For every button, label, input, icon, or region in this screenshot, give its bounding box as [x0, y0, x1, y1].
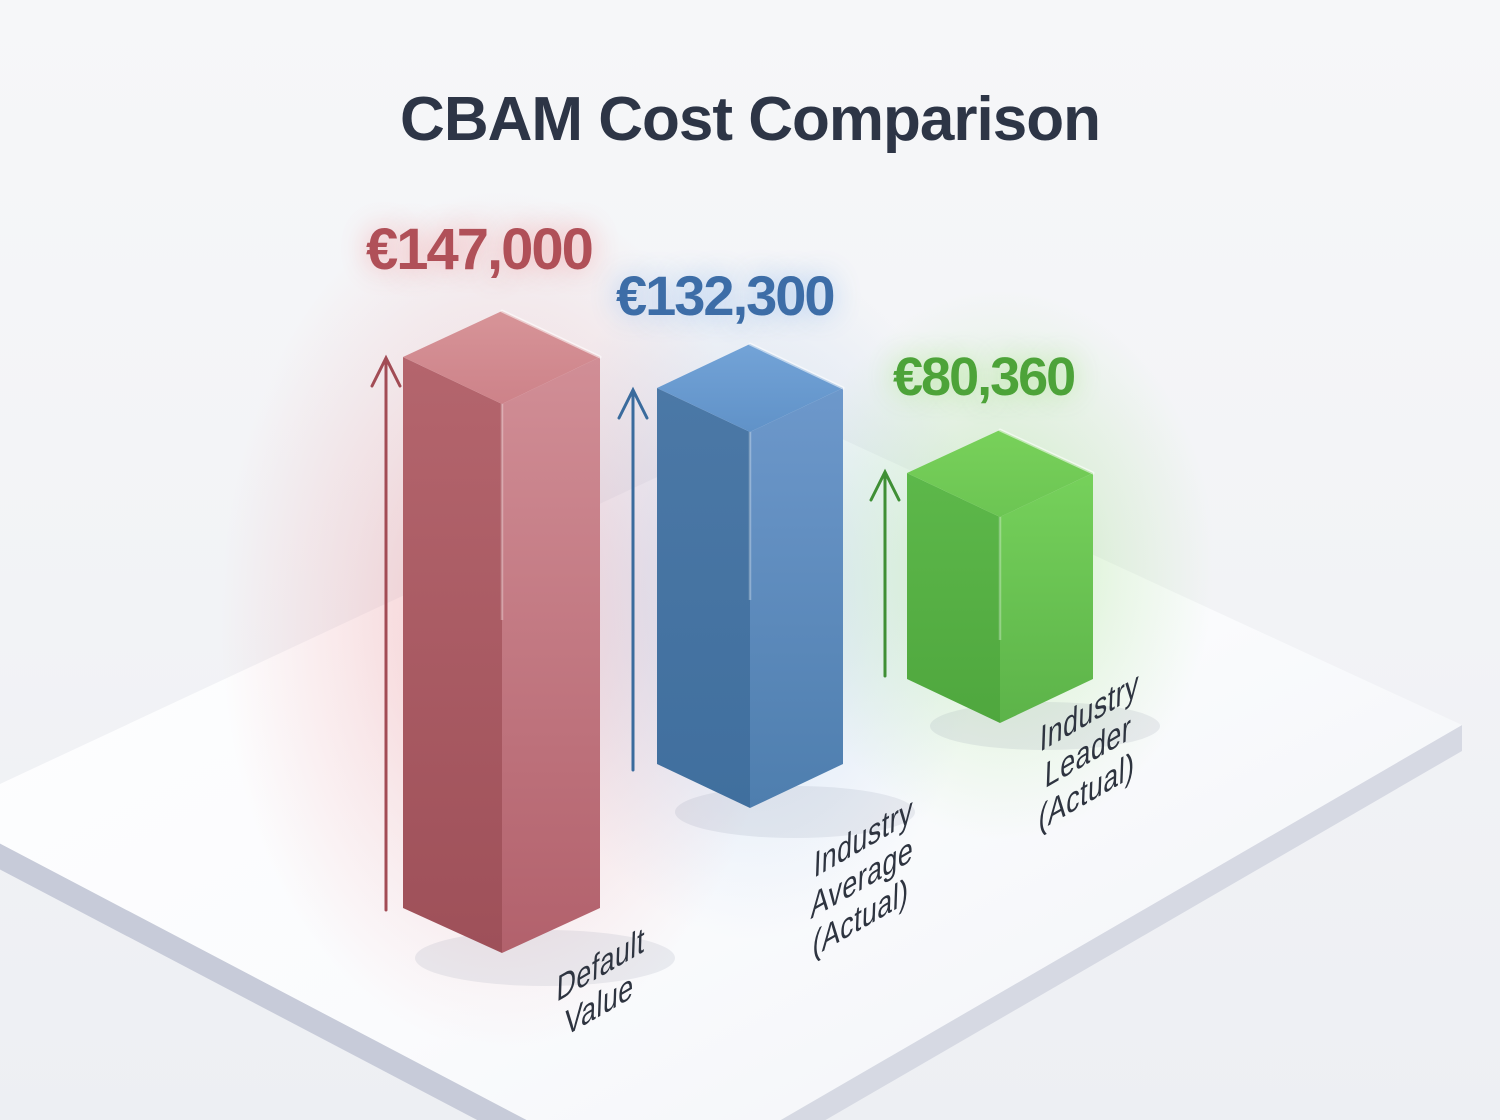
bar-industry-average — [657, 342, 845, 808]
bar-industry-leader — [907, 428, 1095, 723]
bar-industry-average-left-face — [657, 388, 750, 808]
value-label-industry-leader: €80,360 — [893, 347, 1076, 407]
bar-default-value-left-face — [403, 357, 502, 953]
growth-arrow-industry-average — [617, 386, 649, 772]
value-label-default-value: €147,000 — [366, 217, 594, 282]
bar-default-value — [403, 309, 602, 953]
value-label-industry-average: €132,300 — [616, 264, 836, 327]
growth-arrow-industry-leader — [869, 468, 901, 678]
bar-industry-average-right-face — [750, 388, 843, 808]
growth-arrow-default-value — [370, 354, 402, 912]
bar-default-value-right-face — [502, 357, 600, 953]
bar-shadow-default-value — [415, 930, 675, 986]
bar-industry-leader-left-face — [907, 473, 1000, 723]
bar-industry-leader-right-face — [1000, 473, 1093, 723]
chart-title: CBAM Cost Comparison — [400, 85, 1101, 154]
